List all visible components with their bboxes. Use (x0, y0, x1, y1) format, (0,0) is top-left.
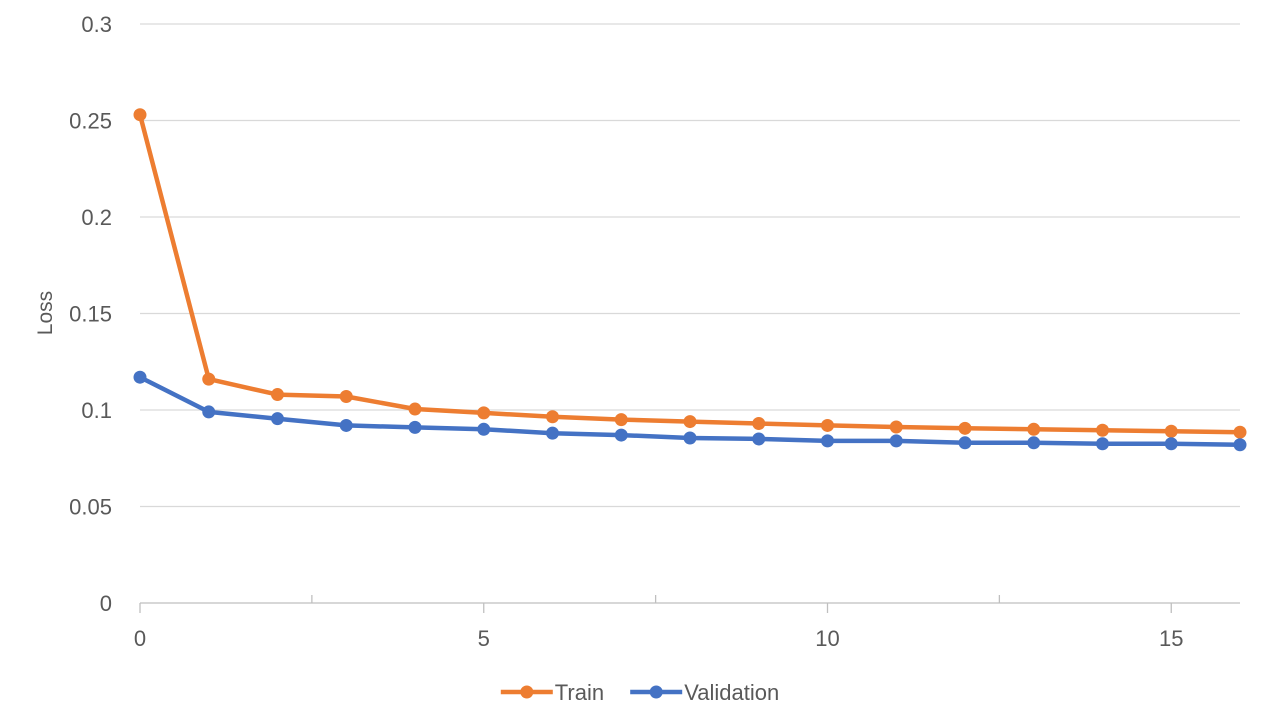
train-point (683, 415, 697, 429)
train-point (408, 402, 422, 416)
tick-labels: 0 0.05 0.1 0.15 0.2 0.25 0.3 0 5 10 15 (69, 12, 1183, 651)
y-tick-label: 0.2 (81, 205, 112, 230)
train-point (271, 388, 284, 402)
legend-marker-train (520, 685, 534, 699)
axes (139, 595, 1240, 613)
y-tick-label: 0.1 (81, 398, 112, 423)
validation-point (202, 405, 216, 419)
validation-point (1164, 437, 1178, 451)
y-tick-label: 0.15 (69, 302, 112, 327)
validation-point (546, 426, 559, 440)
train-point (1096, 423, 1109, 437)
train-point (889, 420, 903, 434)
train-point (614, 413, 628, 427)
legend-entry-train: Train (500, 680, 604, 705)
train-point (958, 421, 972, 435)
legend-marker-validation (649, 685, 663, 699)
legend-label-validation: Validation (684, 680, 779, 705)
y-axis-title: Loss (34, 291, 57, 335)
validation-point (1027, 436, 1041, 450)
train-point (546, 410, 559, 424)
validation-point (889, 434, 903, 448)
legend: Train Validation (500, 680, 779, 705)
x-tick-label: 0 (134, 626, 146, 651)
validation-point (683, 431, 697, 445)
validation-point (133, 370, 147, 384)
y-tick-label: 0.05 (69, 495, 112, 520)
y-tick-label: 0 (100, 591, 112, 616)
y-tick-label: 0.25 (69, 109, 112, 134)
y-tick-label: 0.3 (81, 12, 112, 37)
train-point (1233, 425, 1247, 439)
legend-label-train: Train (555, 680, 604, 705)
validation-point (752, 432, 766, 446)
train-point (752, 417, 766, 431)
gridlines (140, 23, 1240, 508)
validation-point (477, 422, 491, 436)
validation-point (958, 436, 972, 450)
train-point (821, 418, 834, 432)
train-point (133, 108, 147, 122)
validation-point (1233, 438, 1247, 452)
x-tick-label: 5 (478, 626, 490, 651)
series-layer (133, 108, 1247, 452)
train-point (202, 372, 216, 386)
train-line (137, 112, 1243, 435)
train-point (1027, 422, 1041, 436)
train-point (1164, 424, 1178, 438)
validation-point (1096, 437, 1109, 451)
validation-point (821, 434, 834, 448)
validation-point (339, 418, 353, 432)
validation-point (271, 412, 284, 426)
validation-point (614, 428, 628, 442)
x-tick-label: 15 (1159, 626, 1183, 651)
validation-point (408, 420, 422, 434)
train-point (339, 389, 353, 403)
train-point (477, 406, 491, 420)
x-tick-label: 10 (815, 626, 839, 651)
legend-entry-validation: Validation (630, 680, 779, 705)
